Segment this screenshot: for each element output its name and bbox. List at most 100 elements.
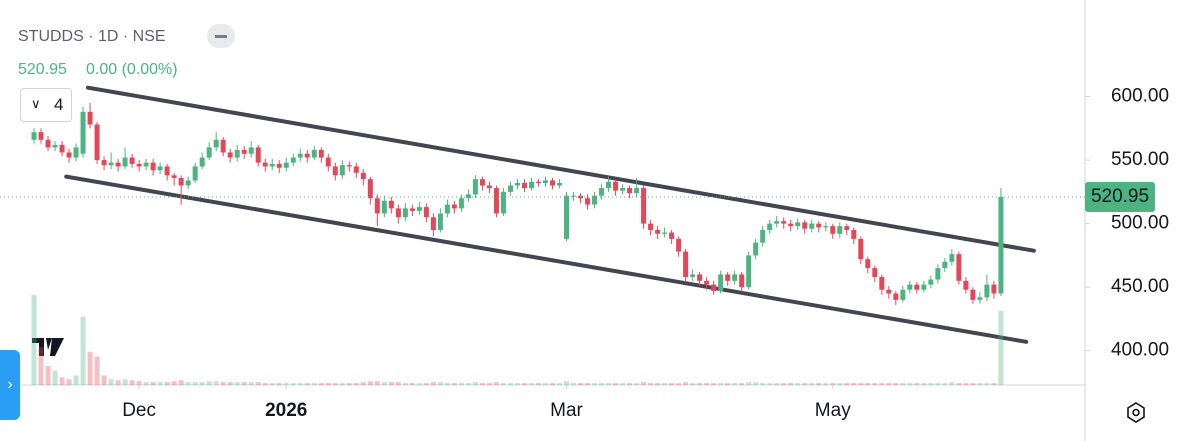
volume-bar (746, 382, 752, 385)
volume-bar (907, 383, 913, 385)
candle-body (655, 229, 661, 234)
candle-body (199, 157, 205, 167)
candle-body (311, 149, 317, 158)
candle-body (227, 152, 233, 158)
volume-bar (683, 382, 689, 385)
volume-bar (634, 383, 640, 385)
volume-bar (409, 383, 415, 385)
candle-body (150, 162, 156, 171)
volume-bar (949, 382, 955, 385)
volume-bar (241, 382, 247, 385)
volume-bar (879, 383, 885, 385)
volume-bar (108, 379, 114, 385)
candle-body (781, 221, 787, 224)
candle-body (718, 274, 724, 291)
candle-body (921, 284, 927, 290)
candle-body (774, 221, 780, 224)
volume-bar (711, 383, 717, 385)
y-tick-label: 550.00 (1111, 149, 1169, 170)
volume-bar (248, 382, 254, 385)
volume-bar (38, 347, 44, 385)
candle-body (143, 162, 149, 167)
indicators-toggle[interactable]: ∨ 4 (20, 88, 72, 122)
volume-bar (816, 383, 822, 385)
candle-body (255, 147, 261, 163)
volume-bar (423, 383, 429, 385)
volume-bar (669, 383, 675, 385)
volume-bar (830, 383, 836, 385)
candle-body (248, 147, 254, 154)
volume-bar (774, 383, 780, 385)
candle-body (297, 153, 303, 158)
candle-body (430, 217, 436, 230)
candle-body (620, 188, 626, 191)
volume-bar (865, 383, 871, 385)
volume-bar (928, 383, 934, 385)
candle-body (514, 182, 520, 186)
volume-bar (129, 380, 135, 385)
volume-bar (802, 383, 808, 385)
candle-body (444, 204, 450, 214)
candle-body (760, 229, 766, 243)
candle-body (557, 182, 563, 186)
volume-bar (521, 383, 527, 385)
candle-body (451, 204, 457, 209)
volume-bar (73, 375, 79, 385)
candle-body (493, 188, 499, 214)
candle-body (956, 254, 962, 281)
volume-bar (192, 382, 198, 385)
volume-bar (872, 383, 878, 385)
volume-bar (592, 383, 598, 385)
candle-body (521, 182, 527, 189)
candle-body (669, 232, 675, 239)
candle-body (795, 222, 801, 227)
volume-bar (143, 382, 149, 385)
volume-bar (80, 316, 86, 385)
candle-body (290, 157, 296, 163)
volume-bar (627, 383, 633, 385)
volume-bar (648, 383, 654, 385)
volume-bar (732, 383, 738, 385)
candle-body (844, 226, 850, 230)
candle-body (31, 132, 37, 140)
volume-bar (606, 383, 612, 385)
volume-bar (227, 382, 233, 385)
gear-icon[interactable] (1127, 402, 1145, 423)
volume-bar (59, 377, 65, 385)
volume-bar (213, 381, 219, 385)
candle-body (788, 223, 794, 227)
candle-body (500, 191, 506, 214)
trend-line (85, 85, 1036, 253)
volume-bar (325, 383, 331, 385)
volume-bar (599, 383, 605, 385)
candle-body (599, 188, 605, 196)
candle-body (725, 274, 731, 281)
last-price: 520.95 (18, 61, 67, 78)
side-panel-tab[interactable]: › (0, 350, 20, 420)
y-tick-label: 600.00 (1111, 86, 1169, 107)
volume-bar (557, 383, 563, 385)
volume-bar (402, 383, 408, 385)
candle-body (325, 157, 331, 167)
candle-body (851, 229, 857, 239)
candle-body (634, 188, 640, 194)
y-tick-label: 400.00 (1111, 340, 1169, 361)
candle-body (676, 238, 682, 252)
volume-bar (970, 383, 976, 385)
candle-body (45, 139, 51, 148)
candle-body (816, 223, 822, 228)
candle-body (914, 284, 920, 290)
volume-bar (844, 383, 850, 385)
candle-body (935, 268, 941, 280)
candle-body (809, 223, 815, 229)
volume-bar (613, 383, 619, 385)
candle-body (395, 208, 401, 218)
collapse-button[interactable] (207, 24, 235, 48)
volume-bar (339, 383, 345, 385)
candle-body (984, 284, 990, 298)
last-price-tag (1085, 182, 1155, 213)
candle-body (129, 157, 135, 164)
volume-bar (500, 383, 506, 385)
volume-bar (157, 382, 163, 385)
